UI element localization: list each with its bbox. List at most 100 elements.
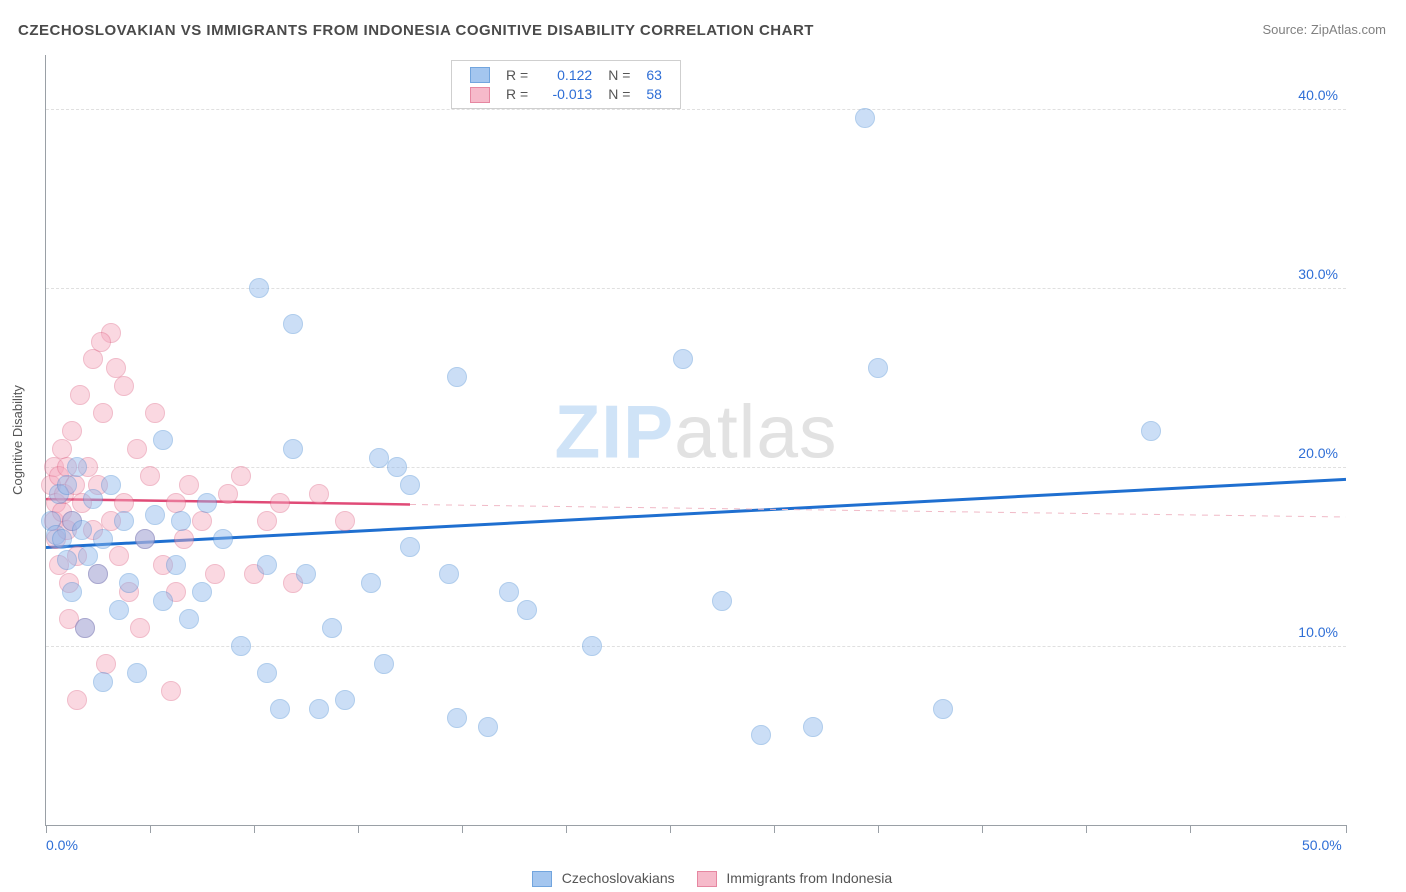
- x-tick: [46, 825, 47, 833]
- data-point: [57, 550, 77, 570]
- data-point: [161, 681, 181, 701]
- data-point: [803, 717, 823, 737]
- data-point: [192, 582, 212, 602]
- x-tick: [566, 825, 567, 833]
- y-tick-label: 40.0%: [1278, 87, 1338, 103]
- data-point: [127, 663, 147, 683]
- data-point: [145, 403, 165, 423]
- data-point: [283, 439, 303, 459]
- data-point: [361, 573, 381, 593]
- r-value-b: -0.013: [536, 84, 600, 103]
- x-tick: [1190, 825, 1191, 833]
- data-point: [67, 457, 87, 477]
- data-point: [174, 529, 194, 549]
- data-point: [114, 376, 134, 396]
- data-point: [93, 403, 113, 423]
- data-point: [119, 573, 139, 593]
- data-point: [197, 493, 217, 513]
- data-point: [140, 466, 160, 486]
- legend-swatch-b: [697, 871, 717, 887]
- data-point: [91, 332, 111, 352]
- data-point: [868, 358, 888, 378]
- data-point: [83, 489, 103, 509]
- data-point: [109, 546, 129, 566]
- data-point: [192, 511, 212, 531]
- data-point: [309, 699, 329, 719]
- data-point: [322, 618, 342, 638]
- data-point: [447, 367, 467, 387]
- x-tick: [982, 825, 983, 833]
- legend-series: Czechoslovakians Immigrants from Indones…: [0, 870, 1406, 887]
- data-point: [751, 725, 771, 745]
- data-point: [712, 591, 732, 611]
- source-label: Source: ZipAtlas.com: [1262, 22, 1386, 37]
- data-point: [93, 672, 113, 692]
- x-tick: [670, 825, 671, 833]
- data-point: [101, 475, 121, 495]
- data-point: [130, 618, 150, 638]
- data-point: [270, 493, 290, 513]
- legend-stats-row: R = -0.013 N = 58: [462, 84, 670, 103]
- data-point: [96, 654, 116, 674]
- legend-swatch-a: [532, 871, 552, 887]
- n-label: N =: [600, 84, 638, 103]
- x-tick: [150, 825, 151, 833]
- data-point: [75, 618, 95, 638]
- data-point: [179, 609, 199, 629]
- x-tick: [1086, 825, 1087, 833]
- data-point: [218, 484, 238, 504]
- x-tick-label: 50.0%: [1302, 837, 1342, 853]
- data-point: [582, 636, 602, 656]
- data-point: [673, 349, 693, 369]
- data-point: [153, 591, 173, 611]
- n-label: N =: [600, 65, 638, 84]
- data-point: [109, 600, 129, 620]
- series-a-name: Czechoslovakians: [562, 870, 675, 886]
- data-point: [67, 690, 87, 710]
- x-tick: [462, 825, 463, 833]
- data-point: [52, 439, 72, 459]
- data-point: [855, 108, 875, 128]
- data-point: [62, 421, 82, 441]
- data-point: [88, 564, 108, 584]
- data-point: [249, 278, 269, 298]
- data-point: [166, 493, 186, 513]
- legend-swatch-a: [470, 67, 490, 83]
- n-value-b: 58: [638, 84, 670, 103]
- data-point: [309, 484, 329, 504]
- data-point: [478, 717, 498, 737]
- data-point: [135, 529, 155, 549]
- r-label: R =: [498, 84, 536, 103]
- plot-area: ZIPatlas R = 0.122 N = 63 R = -0.013 N =…: [45, 55, 1346, 826]
- chart-title: CZECHOSLOVAKIAN VS IMMIGRANTS FROM INDON…: [18, 22, 814, 39]
- watermark-atlas: atlas: [674, 389, 837, 473]
- y-axis-title: Cognitive Disability: [10, 55, 30, 825]
- data-point: [400, 537, 420, 557]
- data-point: [205, 564, 225, 584]
- data-point: [231, 636, 251, 656]
- data-point: [62, 582, 82, 602]
- data-point: [257, 511, 277, 531]
- data-point: [447, 708, 467, 728]
- series-b-name: Immigrants from Indonesia: [726, 870, 892, 886]
- gridline: [46, 288, 1346, 289]
- data-point: [127, 439, 147, 459]
- n-value-a: 63: [638, 65, 670, 84]
- data-point: [283, 314, 303, 334]
- data-point: [57, 475, 77, 495]
- data-point: [171, 511, 191, 531]
- data-point: [179, 475, 199, 495]
- data-point: [153, 430, 173, 450]
- y-tick-label: 30.0%: [1278, 266, 1338, 282]
- data-point: [231, 466, 251, 486]
- r-label: R =: [498, 65, 536, 84]
- data-point: [114, 511, 134, 531]
- x-tick: [254, 825, 255, 833]
- y-tick-label: 10.0%: [1278, 624, 1338, 640]
- x-tick: [878, 825, 879, 833]
- data-point: [335, 690, 355, 710]
- data-point: [78, 546, 98, 566]
- legend-stats-row: R = 0.122 N = 63: [462, 65, 670, 84]
- y-tick-label: 20.0%: [1278, 445, 1338, 461]
- legend-swatch-b: [470, 87, 490, 103]
